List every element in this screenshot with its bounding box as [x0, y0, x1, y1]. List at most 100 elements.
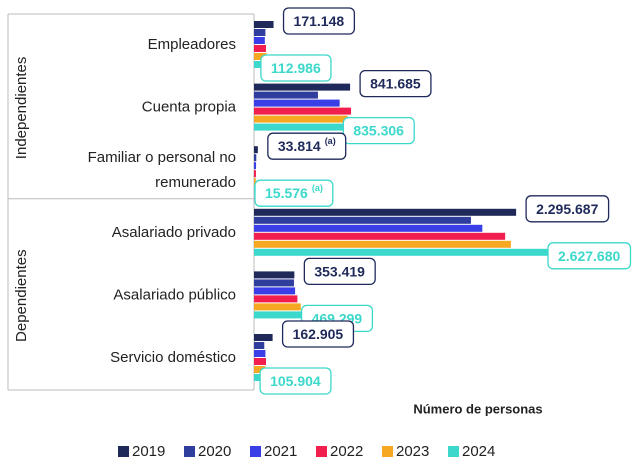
value-label-text: 171.148 [294, 13, 345, 29]
value-label-text: 2.627.680 [558, 248, 620, 264]
bar [254, 91, 318, 99]
legend-label: 2024 [462, 443, 495, 460]
bar [254, 178, 256, 186]
bar [254, 29, 266, 36]
value-label-note: (a) [312, 184, 323, 194]
value-label-box [260, 54, 332, 82]
value-label-number: 835.306 [353, 122, 404, 138]
bar [254, 21, 274, 28]
category-label: remunerado [155, 174, 236, 191]
category-label: Familiar o personal no [88, 149, 236, 166]
value-label-box [259, 367, 332, 395]
bar [254, 224, 483, 232]
bar [254, 208, 517, 216]
bar [254, 342, 265, 349]
x-axis-title: Número de personas [413, 401, 542, 416]
category-label: Servicio doméstico [110, 349, 236, 366]
bar [254, 311, 308, 319]
category-label: Empleadores [148, 36, 236, 53]
group-label: Dependientes [13, 249, 30, 342]
bar [254, 248, 554, 256]
bar [254, 287, 296, 295]
value-label: 2.295.687 [525, 195, 610, 223]
legend-swatch [118, 446, 129, 457]
value-label-text: 841.685 [370, 75, 421, 91]
legend-swatch [382, 446, 393, 457]
value-label: 171.148 [282, 7, 356, 35]
bar [254, 162, 257, 170]
bar [254, 232, 506, 240]
legend-swatch [250, 446, 261, 457]
legend-label: 2019 [132, 443, 165, 460]
category-label: Cuenta propia [142, 99, 237, 116]
value-label-box [525, 195, 610, 223]
value-label-box [303, 257, 376, 286]
value-label-number: 15.576 [265, 185, 308, 201]
legend-label: 2020 [198, 443, 231, 460]
value-label: 2.627.680 [547, 242, 632, 270]
value-label-text: 105.904 [270, 373, 321, 389]
value-label-text: 835.306 [353, 122, 404, 138]
value-label-text: 2.295.687 [536, 201, 598, 217]
value-label-number: 33.814 [278, 138, 321, 154]
value-label: 33.814 (a) [267, 132, 347, 160]
value-label: 162.905 [281, 320, 355, 348]
value-label-text: 162.905 [293, 326, 344, 342]
value-label-box [359, 69, 432, 98]
value-label-text: 112.986 [271, 60, 321, 76]
bar [254, 154, 257, 162]
bar [254, 45, 266, 52]
bar [254, 350, 266, 357]
value-label-box [281, 320, 355, 348]
category-label: Asalariado privado [112, 224, 236, 241]
value-label-box [282, 7, 356, 35]
value-label-box [547, 242, 632, 270]
bar [254, 107, 352, 115]
value-label-text: 33.814 (a) [278, 137, 336, 154]
legend-label: 2021 [264, 443, 297, 460]
legend-label: 2022 [330, 443, 363, 460]
value-label: 835.306 [342, 116, 415, 145]
value-label-number: 171.148 [294, 13, 345, 29]
legend-swatch [316, 446, 327, 457]
value-label: 15.576 (a) [254, 179, 334, 207]
bar [254, 115, 348, 123]
bar [254, 37, 265, 44]
bar [254, 366, 266, 373]
bar [254, 146, 258, 154]
bar [254, 53, 267, 60]
value-label: 353.419 [303, 257, 376, 286]
value-label-number: 2.295.687 [536, 201, 598, 217]
legend-swatch [184, 446, 195, 457]
value-label-number: 112.986 [271, 60, 321, 76]
bar [254, 83, 351, 91]
legend-swatch [448, 446, 459, 457]
bar [254, 334, 273, 341]
bar [254, 279, 294, 287]
value-label: 105.904 [259, 367, 332, 395]
bar [254, 271, 295, 279]
value-label-box [254, 179, 334, 207]
bar [254, 99, 340, 107]
bar [254, 216, 471, 224]
group-label: Independientes [13, 57, 30, 160]
value-label-number: 105.904 [270, 373, 321, 389]
category-label: Asalariado público [113, 286, 236, 303]
value-label-number: 162.905 [293, 326, 344, 342]
bar [254, 170, 256, 178]
bar [254, 240, 511, 248]
value-label: 841.685 [359, 69, 432, 98]
value-label-number: 353.419 [314, 263, 365, 279]
value-label-text: 15.576 (a) [265, 184, 323, 201]
value-label-note: (a) [325, 137, 336, 147]
value-label-box [267, 132, 347, 160]
bar [254, 295, 298, 303]
value-label-box [342, 116, 415, 145]
bar [254, 358, 266, 365]
value-label-number: 841.685 [370, 75, 421, 91]
bar [254, 123, 350, 131]
bar [254, 303, 301, 311]
value-label: 112.986 [260, 54, 332, 82]
